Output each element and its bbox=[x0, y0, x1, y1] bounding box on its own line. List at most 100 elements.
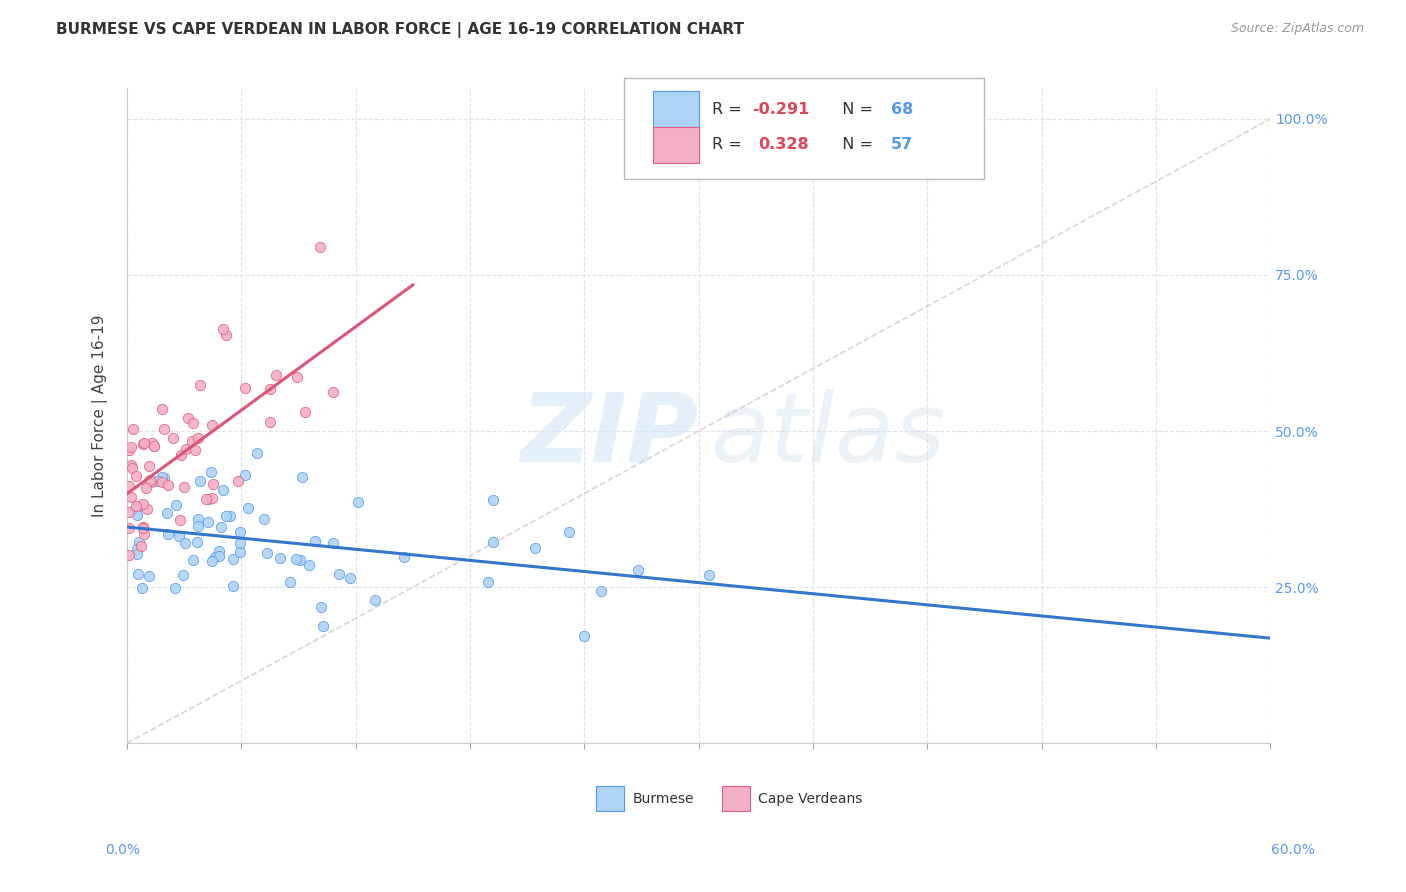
Point bbox=[215, 508, 238, 523]
Point bbox=[143, 439, 166, 453]
Point bbox=[150, 475, 173, 489]
Point bbox=[219, 509, 242, 524]
Point bbox=[591, 584, 613, 599]
Point bbox=[280, 574, 302, 589]
Point bbox=[200, 466, 222, 480]
Point bbox=[304, 533, 326, 548]
Point bbox=[346, 495, 368, 509]
Point bbox=[477, 574, 499, 589]
Point bbox=[197, 492, 219, 507]
Point bbox=[322, 536, 344, 550]
Point bbox=[215, 328, 238, 343]
Point bbox=[141, 435, 163, 450]
Point bbox=[524, 541, 547, 555]
Point bbox=[328, 566, 350, 581]
Point bbox=[125, 508, 148, 522]
Point bbox=[128, 534, 150, 549]
Point bbox=[124, 468, 146, 483]
Point bbox=[120, 490, 142, 504]
Point bbox=[259, 415, 281, 429]
Point bbox=[204, 550, 226, 565]
Point bbox=[125, 500, 148, 515]
Text: 60.0%: 60.0% bbox=[1271, 843, 1315, 857]
FancyBboxPatch shape bbox=[652, 91, 699, 128]
Point bbox=[173, 480, 195, 494]
Text: -0.291: -0.291 bbox=[752, 102, 810, 117]
Point bbox=[152, 471, 174, 485]
Point bbox=[156, 478, 179, 492]
Point bbox=[201, 418, 224, 433]
Text: BURMESE VS CAPE VERDEAN IN LABOR FORCE | AGE 16-19 CORRELATION CHART: BURMESE VS CAPE VERDEAN IN LABOR FORCE |… bbox=[56, 22, 744, 38]
Point bbox=[165, 498, 187, 512]
Point bbox=[132, 520, 155, 534]
Text: ZIP: ZIP bbox=[520, 389, 699, 482]
Point bbox=[120, 441, 142, 455]
Point bbox=[118, 479, 141, 493]
Point bbox=[290, 552, 312, 566]
Text: 57: 57 bbox=[891, 137, 912, 153]
Point bbox=[238, 501, 260, 516]
Point bbox=[150, 470, 173, 484]
Point bbox=[697, 568, 720, 582]
Point bbox=[131, 581, 153, 595]
Text: 0.328: 0.328 bbox=[758, 137, 808, 153]
Point bbox=[298, 558, 321, 573]
FancyBboxPatch shape bbox=[596, 787, 624, 812]
Point bbox=[264, 368, 287, 382]
Point bbox=[558, 524, 581, 539]
Point bbox=[197, 515, 219, 529]
Point bbox=[162, 431, 184, 445]
Point bbox=[118, 548, 141, 562]
Y-axis label: In Labor Force | Age 16-19: In Labor Force | Age 16-19 bbox=[93, 314, 108, 516]
Point bbox=[253, 512, 276, 526]
Point bbox=[138, 569, 160, 583]
Text: R =: R = bbox=[713, 137, 752, 153]
Point bbox=[181, 434, 204, 448]
Point bbox=[201, 491, 224, 506]
Point bbox=[312, 619, 335, 633]
Point bbox=[208, 544, 231, 558]
Point bbox=[118, 505, 141, 519]
Point bbox=[132, 527, 155, 541]
Point bbox=[481, 534, 503, 549]
Point bbox=[194, 491, 217, 506]
Text: 68: 68 bbox=[891, 102, 912, 117]
Point bbox=[229, 536, 252, 550]
Point bbox=[309, 240, 332, 254]
Point bbox=[186, 534, 208, 549]
Point bbox=[291, 469, 314, 483]
Point bbox=[201, 554, 224, 568]
Point bbox=[188, 377, 211, 392]
Point bbox=[339, 571, 361, 585]
Point bbox=[132, 436, 155, 450]
Point bbox=[259, 383, 281, 397]
Point bbox=[127, 542, 149, 557]
Point bbox=[627, 563, 650, 577]
Point bbox=[285, 370, 308, 384]
Point bbox=[229, 545, 252, 559]
Point bbox=[246, 446, 269, 460]
Point bbox=[156, 506, 179, 520]
Text: R =: R = bbox=[713, 102, 747, 117]
Point bbox=[187, 512, 209, 526]
Point bbox=[394, 549, 416, 564]
Point bbox=[135, 481, 157, 495]
Point bbox=[163, 582, 186, 596]
Point bbox=[256, 546, 278, 560]
Point bbox=[212, 322, 235, 336]
FancyBboxPatch shape bbox=[721, 787, 751, 812]
Point bbox=[235, 381, 257, 395]
Point bbox=[136, 502, 159, 516]
Point bbox=[229, 524, 252, 539]
Point bbox=[118, 442, 141, 457]
Point bbox=[177, 411, 200, 425]
Point bbox=[183, 553, 205, 567]
Point bbox=[122, 422, 145, 436]
Text: atlas: atlas bbox=[710, 389, 945, 482]
Point bbox=[120, 458, 142, 472]
Point bbox=[269, 550, 291, 565]
Text: N =: N = bbox=[832, 102, 879, 117]
Point bbox=[322, 385, 344, 400]
Point bbox=[181, 416, 204, 430]
Point bbox=[167, 529, 190, 543]
